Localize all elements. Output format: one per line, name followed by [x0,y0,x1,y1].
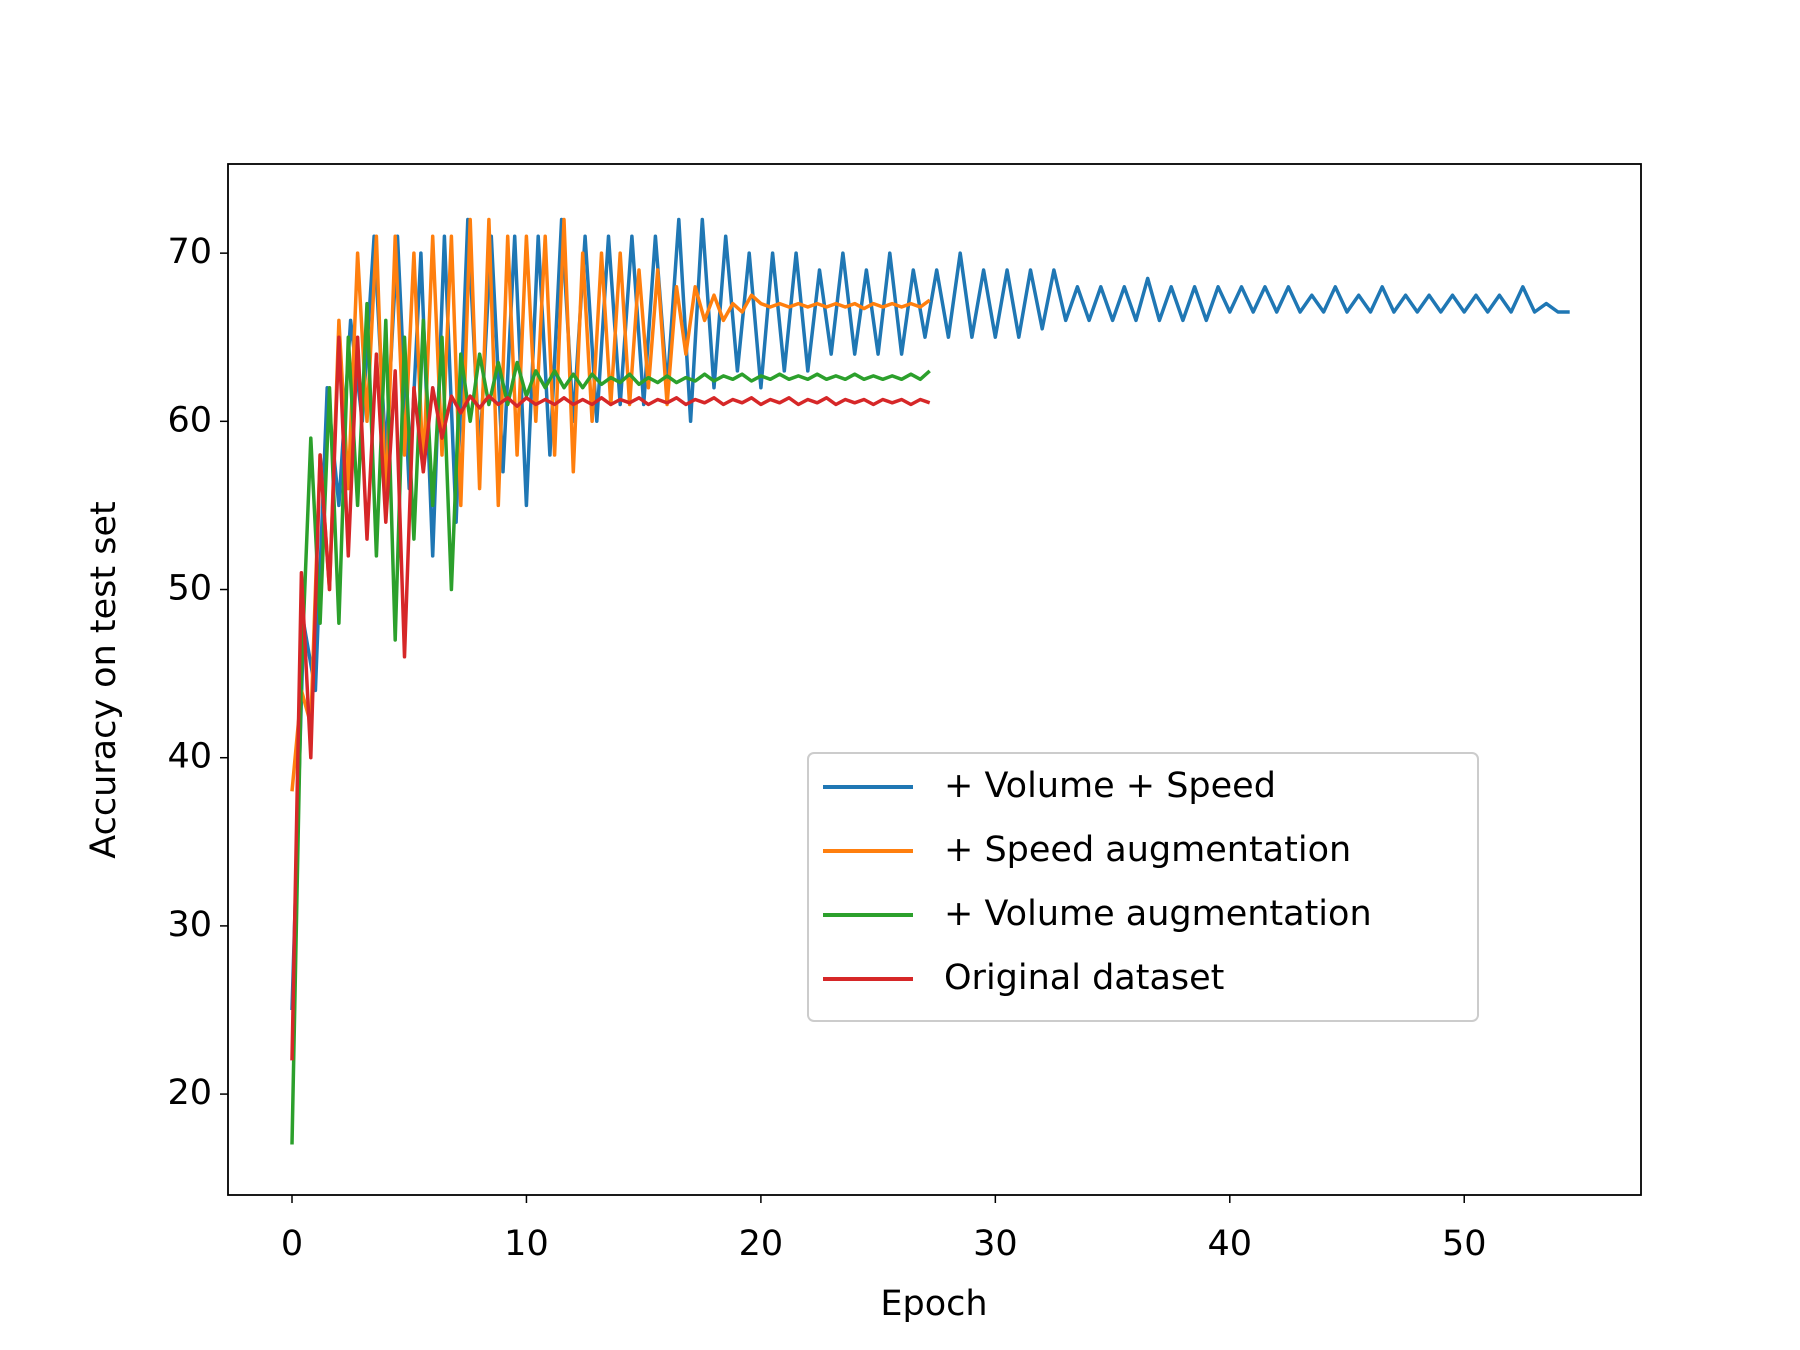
y-tick-label: 50 [167,569,212,609]
y-tick-label: 30 [167,905,212,945]
plot-frame [227,163,1642,1196]
x-tick-label: 30 [973,1224,1018,1264]
legend-label: Original dataset [944,958,1224,998]
x-tick-label: 10 [504,1224,549,1264]
series-line [290,217,1570,1011]
legend-label: + Volume + Speed [944,766,1276,806]
legend-label: + Speed augmentation [944,830,1351,870]
series-line [290,301,931,1145]
y-tick-label: 60 [167,400,212,440]
legend-label: + Volume augmentation [944,894,1372,934]
x-tick-label: 0 [281,1224,303,1264]
y-tick-label: 20 [167,1073,212,1113]
x-tick-label: 20 [739,1224,784,1264]
y-tick-label: 70 [167,232,212,272]
x-tick-label: 40 [1208,1224,1253,1264]
series-line [290,335,931,1061]
legend-box [807,752,1479,1022]
y-axis-label: Accuracy on test set [84,501,124,858]
x-tick-label: 50 [1442,1224,1487,1264]
x-axis-label: Epoch [880,1284,987,1324]
y-tick-label: 40 [167,737,212,777]
